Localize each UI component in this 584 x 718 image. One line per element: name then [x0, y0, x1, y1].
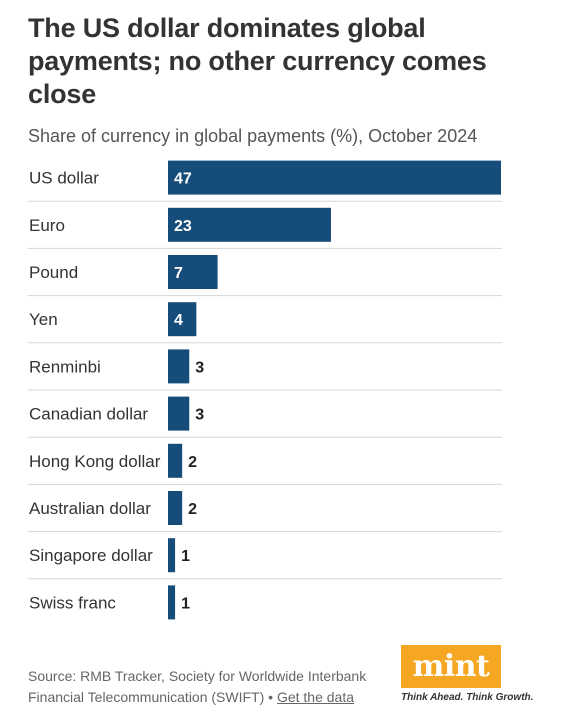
logo-tagline: Think Ahead. Think Growth. — [401, 692, 534, 703]
category-label: Hong Kong dollar — [29, 452, 161, 471]
category-label: Euro — [29, 216, 65, 235]
category-label: Swiss franc — [29, 593, 116, 612]
category-label: US dollar — [29, 169, 99, 188]
category-label: Singapore dollar — [29, 546, 153, 565]
category-label: Renminbi — [29, 357, 101, 376]
value-label: 47 — [174, 171, 192, 188]
bar — [168, 349, 190, 384]
bar — [168, 302, 197, 337]
value-label: 3 — [195, 407, 204, 424]
bar — [168, 160, 501, 195]
logo-box: mint — [401, 645, 501, 688]
bar — [168, 207, 331, 242]
category-label: Yen — [29, 310, 58, 329]
bar — [168, 538, 176, 573]
value-label: 1 — [181, 595, 190, 612]
get-data-link[interactable]: Get the data — [276, 689, 355, 705]
category-label: Australian dollar — [29, 499, 151, 518]
value-label: 4 — [174, 312, 183, 329]
value-label: 1 — [181, 548, 190, 565]
value-label: 3 — [195, 359, 204, 376]
bar — [168, 396, 190, 431]
category-label: Canadian dollar — [29, 405, 148, 424]
source-text: Source: RMB Tracker, Society for Worldwi… — [28, 668, 367, 705]
category-label: Pound — [29, 263, 78, 282]
source-footer: Source: RMB Tracker, Society for Worldwi… — [28, 666, 408, 708]
mint-logo: mint Think Ahead. Think Growth. — [401, 645, 534, 711]
chart-subtitle: Share of currency in global payments (%)… — [28, 126, 478, 146]
chart-title: The US dollar dominates global payments;… — [28, 13, 487, 109]
bar — [168, 491, 183, 525]
value-label: 2 — [188, 454, 197, 471]
value-label: 23 — [174, 218, 192, 235]
bar — [168, 255, 218, 289]
value-label: 7 — [174, 265, 183, 282]
logo-word: mint — [412, 649, 490, 684]
bar — [168, 443, 183, 478]
bar — [168, 585, 176, 620]
value-label: 2 — [188, 501, 197, 518]
